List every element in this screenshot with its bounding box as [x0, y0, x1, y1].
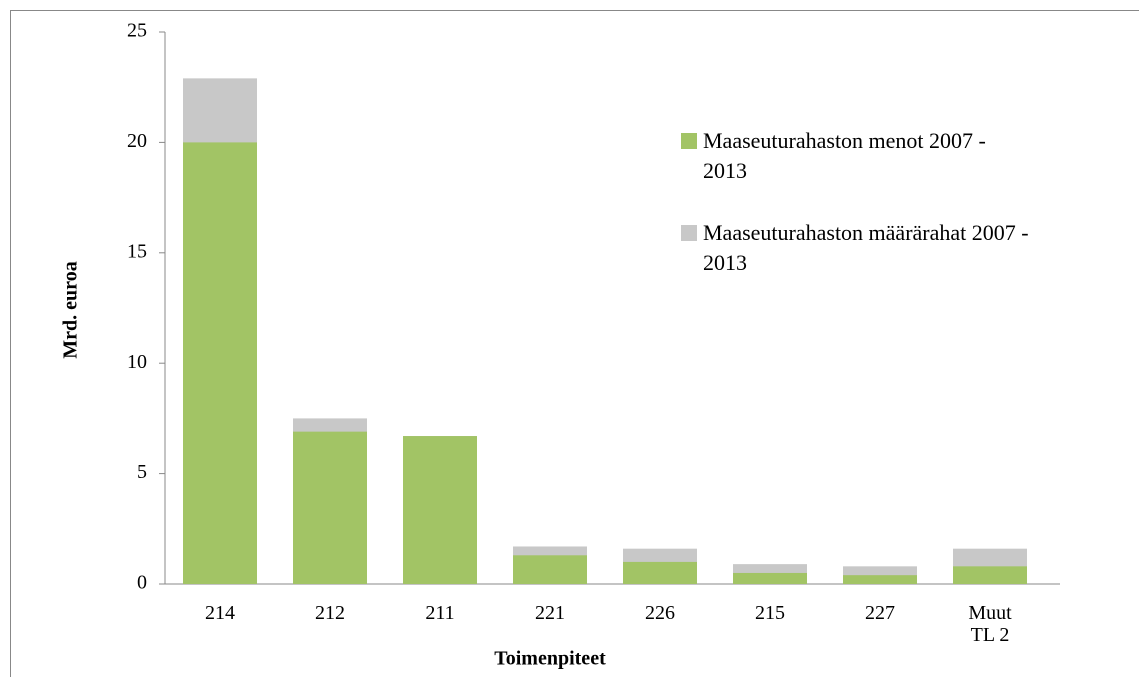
x-tick-label: 212 — [315, 602, 345, 624]
bar — [843, 575, 917, 584]
legend-label: Maaseuturahaston menot 2007 - 2013 — [703, 128, 986, 183]
legend-label: Maaseuturahaston määrärahat 2007 - 2013 — [703, 220, 1029, 275]
bar — [183, 142, 257, 584]
y-tick-label: 10 — [127, 351, 147, 373]
bar — [293, 431, 367, 584]
bar — [733, 572, 807, 584]
x-tick-label: 227 — [865, 602, 895, 624]
y-tick-label: 15 — [127, 240, 147, 262]
x-tick-label: 221 — [535, 602, 565, 624]
legend-swatch — [681, 225, 697, 241]
y-axis-title: Mrd. euroa — [60, 261, 82, 358]
bar — [403, 436, 477, 584]
bar — [953, 566, 1027, 584]
legend-swatch — [681, 133, 697, 149]
bar — [513, 555, 587, 584]
x-tick-label: 214 — [205, 602, 235, 624]
x-tick-label: 226 — [645, 602, 675, 624]
x-tick-label: Muut TL 2 — [968, 602, 1012, 646]
bar — [623, 561, 697, 584]
x-axis-title: Toimenpiteet — [494, 648, 606, 670]
frame — [10, 10, 1139, 677]
x-tick-label: 215 — [755, 602, 785, 624]
x-tick-label: 211 — [425, 602, 455, 624]
y-tick-label: 20 — [127, 130, 147, 152]
y-tick-label: 0 — [137, 572, 147, 594]
y-tick-label: 5 — [137, 461, 147, 483]
y-tick-label: 25 — [127, 20, 147, 42]
